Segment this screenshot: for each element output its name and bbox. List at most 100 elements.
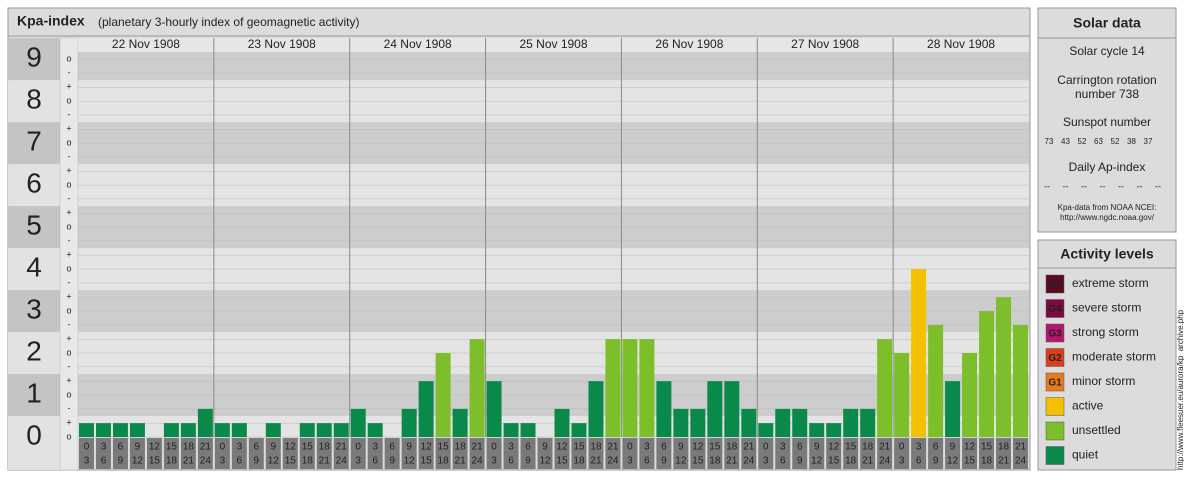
y-minor-tick-label: -: [68, 403, 71, 413]
slot-label-box: [248, 438, 264, 469]
slot-label-box: [503, 438, 519, 469]
slot-label-end: 6: [101, 456, 107, 467]
slot-label-start: 3: [237, 442, 243, 453]
bar: [520, 423, 536, 437]
slot-label-end: 15: [964, 456, 976, 467]
slot-label-box: [146, 438, 162, 469]
slot-label-box: [741, 438, 757, 469]
bar: [707, 381, 723, 437]
y-minor-tick-label: o: [66, 389, 71, 399]
bar: [180, 423, 196, 437]
slot-label-end: 18: [573, 456, 585, 467]
y-label-band: [8, 248, 60, 291]
slot-label-box: [622, 438, 638, 469]
bar: [809, 423, 825, 437]
slot-label-end: 24: [607, 456, 619, 467]
minor-label-column: [59, 37, 79, 471]
bar: [588, 381, 604, 437]
bar: [962, 353, 978, 437]
slot-label-end: 12: [132, 456, 144, 467]
y-minor-tick-label: +: [66, 82, 71, 92]
legend-swatch: [1045, 299, 1065, 318]
slot-label-box: [1013, 438, 1028, 469]
y-minor-tick-label: o: [66, 431, 71, 441]
y-label-band: [8, 374, 60, 417]
y-minor-tick-label: o: [66, 179, 71, 189]
legend-label: quiet: [1072, 448, 1099, 462]
slot-label-end: 15: [556, 456, 568, 467]
y-minor-tick-label: -: [68, 235, 71, 245]
slot-label-box: [214, 438, 230, 469]
slot-label-start: 21: [607, 442, 619, 453]
slot-label-start: 3: [916, 442, 922, 453]
slot-label-box: [843, 438, 859, 469]
bar: [690, 408, 706, 437]
slot-label-box: [520, 438, 536, 469]
y-label-band: [8, 122, 60, 165]
slot-label-start: 9: [271, 442, 277, 453]
ap-title: Daily Ap-index: [1069, 160, 1146, 174]
slot-label-start: 21: [879, 442, 891, 453]
day-label: 25 Nov 1908: [519, 37, 587, 51]
slot-label-end: 18: [302, 456, 314, 467]
y-label-band: [8, 38, 60, 81]
slot-label-start: 15: [573, 442, 585, 453]
bar: [741, 408, 757, 437]
slot-label-start: 18: [455, 442, 467, 453]
y-minor-tick-label: o: [66, 54, 71, 64]
plot-band: [78, 52, 1029, 81]
y-tick-label: 0: [26, 419, 42, 450]
slot-label-box: [928, 438, 944, 469]
slot-label-start: 12: [421, 442, 433, 453]
slot-label-end: 9: [797, 456, 803, 467]
slot-label-end: 18: [438, 456, 450, 467]
slot-label-box: [486, 438, 502, 469]
slot-label-box: [350, 438, 366, 469]
bar: [894, 353, 910, 437]
y-minor-tick-label: -: [68, 109, 71, 119]
y-tick-label: 2: [26, 335, 42, 366]
bar: [418, 381, 434, 437]
solar-cycle: Solar cycle 14: [1069, 44, 1145, 58]
slot-label-end: 9: [933, 456, 939, 467]
slot-label-start: 15: [302, 442, 314, 453]
y-minor-tick-label: -: [68, 277, 71, 287]
day-label: 22 Nov 1908: [112, 37, 180, 51]
sunspot-title: Sunspot number: [1063, 115, 1151, 129]
slot-label-end: 18: [845, 456, 857, 467]
slot-label-start: 6: [254, 442, 260, 453]
slot-label-box: [333, 438, 349, 469]
y-minor-tick-label: -: [68, 151, 71, 161]
slot-label-start: 18: [998, 442, 1010, 453]
slot-label-box: [809, 438, 825, 469]
slot-label-end: 3: [899, 456, 905, 467]
y-minor-tick-label: -: [68, 361, 71, 371]
y-tick-label: 6: [26, 167, 42, 198]
slot-label-end: 21: [455, 456, 467, 467]
slot-label-start: 12: [556, 442, 568, 453]
slot-label-end: 3: [220, 456, 226, 467]
slot-label-start: 3: [372, 442, 378, 453]
legend-label: minor storm: [1072, 374, 1135, 388]
bar: [163, 423, 179, 437]
bar: [673, 408, 689, 437]
y-minor-tick-label: o: [66, 221, 71, 231]
legend-label: unsettled: [1072, 423, 1121, 437]
bar: [265, 423, 281, 437]
day-label: 24 Nov 1908: [384, 37, 452, 51]
slot-label-start: 18: [862, 442, 874, 453]
bar: [605, 339, 621, 437]
slot-label-start: 3: [508, 442, 514, 453]
carrington-rotation: Carrington rotation: [1057, 73, 1156, 87]
bar: [112, 423, 128, 437]
sunspot-number: 52: [1111, 137, 1120, 146]
slot-label-box: [554, 438, 570, 469]
bar: [877, 339, 893, 437]
bar: [554, 408, 570, 437]
slot-label-box: [316, 438, 332, 469]
slot-label-end: 3: [627, 456, 633, 467]
y-label-band: [8, 332, 60, 375]
slot-label-box: [537, 438, 553, 469]
y-minor-tick-label: o: [66, 95, 71, 105]
bar: [571, 423, 587, 437]
